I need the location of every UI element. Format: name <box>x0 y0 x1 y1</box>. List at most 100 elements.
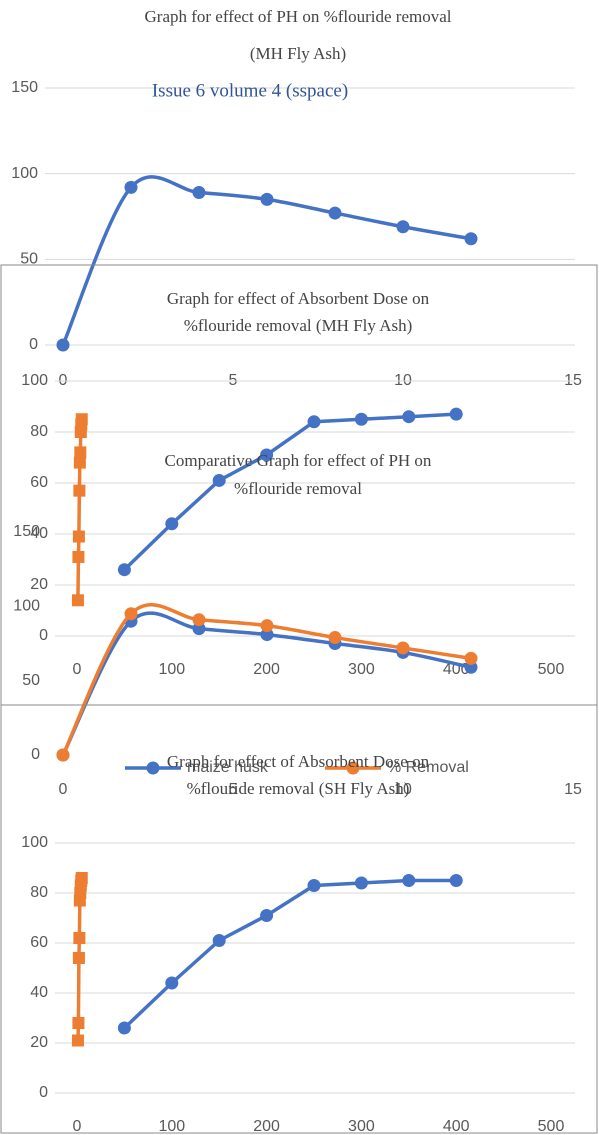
y-tick-label: 60 <box>30 474 48 491</box>
x-tick-label: 0 <box>73 661 82 678</box>
chart-title: %flouride removal <box>234 479 362 498</box>
point <box>71 1034 84 1047</box>
chart-frame <box>0 704 598 1134</box>
x-tick-label: 100 <box>158 661 185 678</box>
point <box>354 876 368 890</box>
point <box>328 206 342 220</box>
point <box>165 976 179 990</box>
x-tick-label: 0 <box>73 1118 82 1135</box>
point <box>124 180 138 194</box>
point <box>72 952 85 964</box>
point <box>75 872 88 884</box>
point <box>396 641 410 655</box>
point <box>260 628 274 642</box>
point <box>124 607 138 621</box>
point <box>354 412 368 426</box>
y-tick-label: 60 <box>30 934 48 951</box>
chart-title: Graph for effect of Absorbent Dose on <box>167 289 430 308</box>
point <box>71 594 84 607</box>
chart-title: Comparative Graph for effect of PH on <box>165 451 432 470</box>
chart-title: %flouride removal (MH Fly Ash) <box>184 316 413 335</box>
point <box>192 186 206 200</box>
y-tick-label: 0 <box>31 746 40 763</box>
y-tick-label: 0 <box>29 336 38 353</box>
y-tick-label: 80 <box>30 884 48 901</box>
point <box>464 660 478 674</box>
point <box>117 563 131 577</box>
point <box>307 415 321 429</box>
y-tick-label: 20 <box>30 1034 48 1051</box>
point <box>56 338 70 352</box>
x-tick-label: 300 <box>348 661 375 678</box>
point <box>449 407 463 421</box>
point <box>72 1017 85 1029</box>
x-tick-label: 500 <box>538 661 565 678</box>
point <box>117 1021 131 1035</box>
point <box>449 874 463 887</box>
legend-label: % Removal <box>387 759 469 776</box>
y-tick-label: 100 <box>13 598 40 615</box>
y-tick-label: 100 <box>21 834 48 851</box>
legend-marker <box>146 761 160 775</box>
point <box>212 934 226 947</box>
x-tick-label: 15 <box>564 781 582 798</box>
y-tick-label: 40 <box>30 525 48 542</box>
point <box>260 909 274 922</box>
y-tick-label: 50 <box>22 672 40 689</box>
x-tick-label: 100 <box>158 1118 185 1135</box>
x-tick-label: 10 <box>394 781 412 798</box>
point <box>73 932 86 944</box>
point <box>260 619 274 633</box>
point <box>307 879 321 892</box>
y-tick-label: 40 <box>30 984 48 1001</box>
y-tick-label: 100 <box>11 165 38 182</box>
point <box>56 748 70 762</box>
chart-title: Graph for effect of Absorbent Dose on <box>167 752 430 771</box>
y-tick-label: 80 <box>30 423 48 440</box>
point <box>464 651 478 665</box>
point <box>72 550 85 563</box>
y-tick-label: 0 <box>39 627 48 644</box>
point <box>260 448 274 462</box>
chart-title: (MH Fly Ash) <box>250 44 346 63</box>
point <box>328 631 342 645</box>
point <box>402 874 416 887</box>
y-tick-label: 150 <box>13 523 40 540</box>
y-tick-label: 0 <box>39 1084 48 1101</box>
point <box>165 517 179 531</box>
chart: 0 50 100 150 0 5 10 15 Comparative Graph for eff… <box>13 451 582 798</box>
y-tick-label: 150 <box>11 79 38 96</box>
x-tick-label: 400 <box>443 1118 470 1135</box>
chart-title: %flouride removal (SH Fly Ash) <box>187 779 410 798</box>
x-tick-label: 5 <box>229 781 238 798</box>
x-tick-label: 300 <box>348 1118 375 1135</box>
point <box>74 446 87 459</box>
point <box>192 613 206 627</box>
x-tick-label: 200 <box>253 661 280 678</box>
y-tick-label: 20 <box>30 576 48 593</box>
point <box>396 220 410 234</box>
chart-title: Graph for effect of PH on %flouride remo… <box>145 7 452 26</box>
point <box>75 413 88 426</box>
x-tick-label: 0 <box>59 781 68 798</box>
point <box>192 622 206 636</box>
point <box>72 530 85 543</box>
series-line <box>123 878 457 1030</box>
legend-label: maize husk <box>187 759 269 776</box>
series-line <box>123 412 457 571</box>
x-tick-label: 500 <box>538 1118 565 1135</box>
point <box>464 232 478 246</box>
point <box>73 456 86 469</box>
x-tick-label: 200 <box>253 1118 280 1135</box>
point <box>402 410 416 424</box>
point <box>73 484 86 497</box>
point <box>260 192 274 206</box>
annotation: Issue 6 volume 4 (sspace) <box>152 80 348 101</box>
y-tick-label: 50 <box>20 251 38 268</box>
point <box>212 473 226 487</box>
legend-marker <box>346 761 360 775</box>
